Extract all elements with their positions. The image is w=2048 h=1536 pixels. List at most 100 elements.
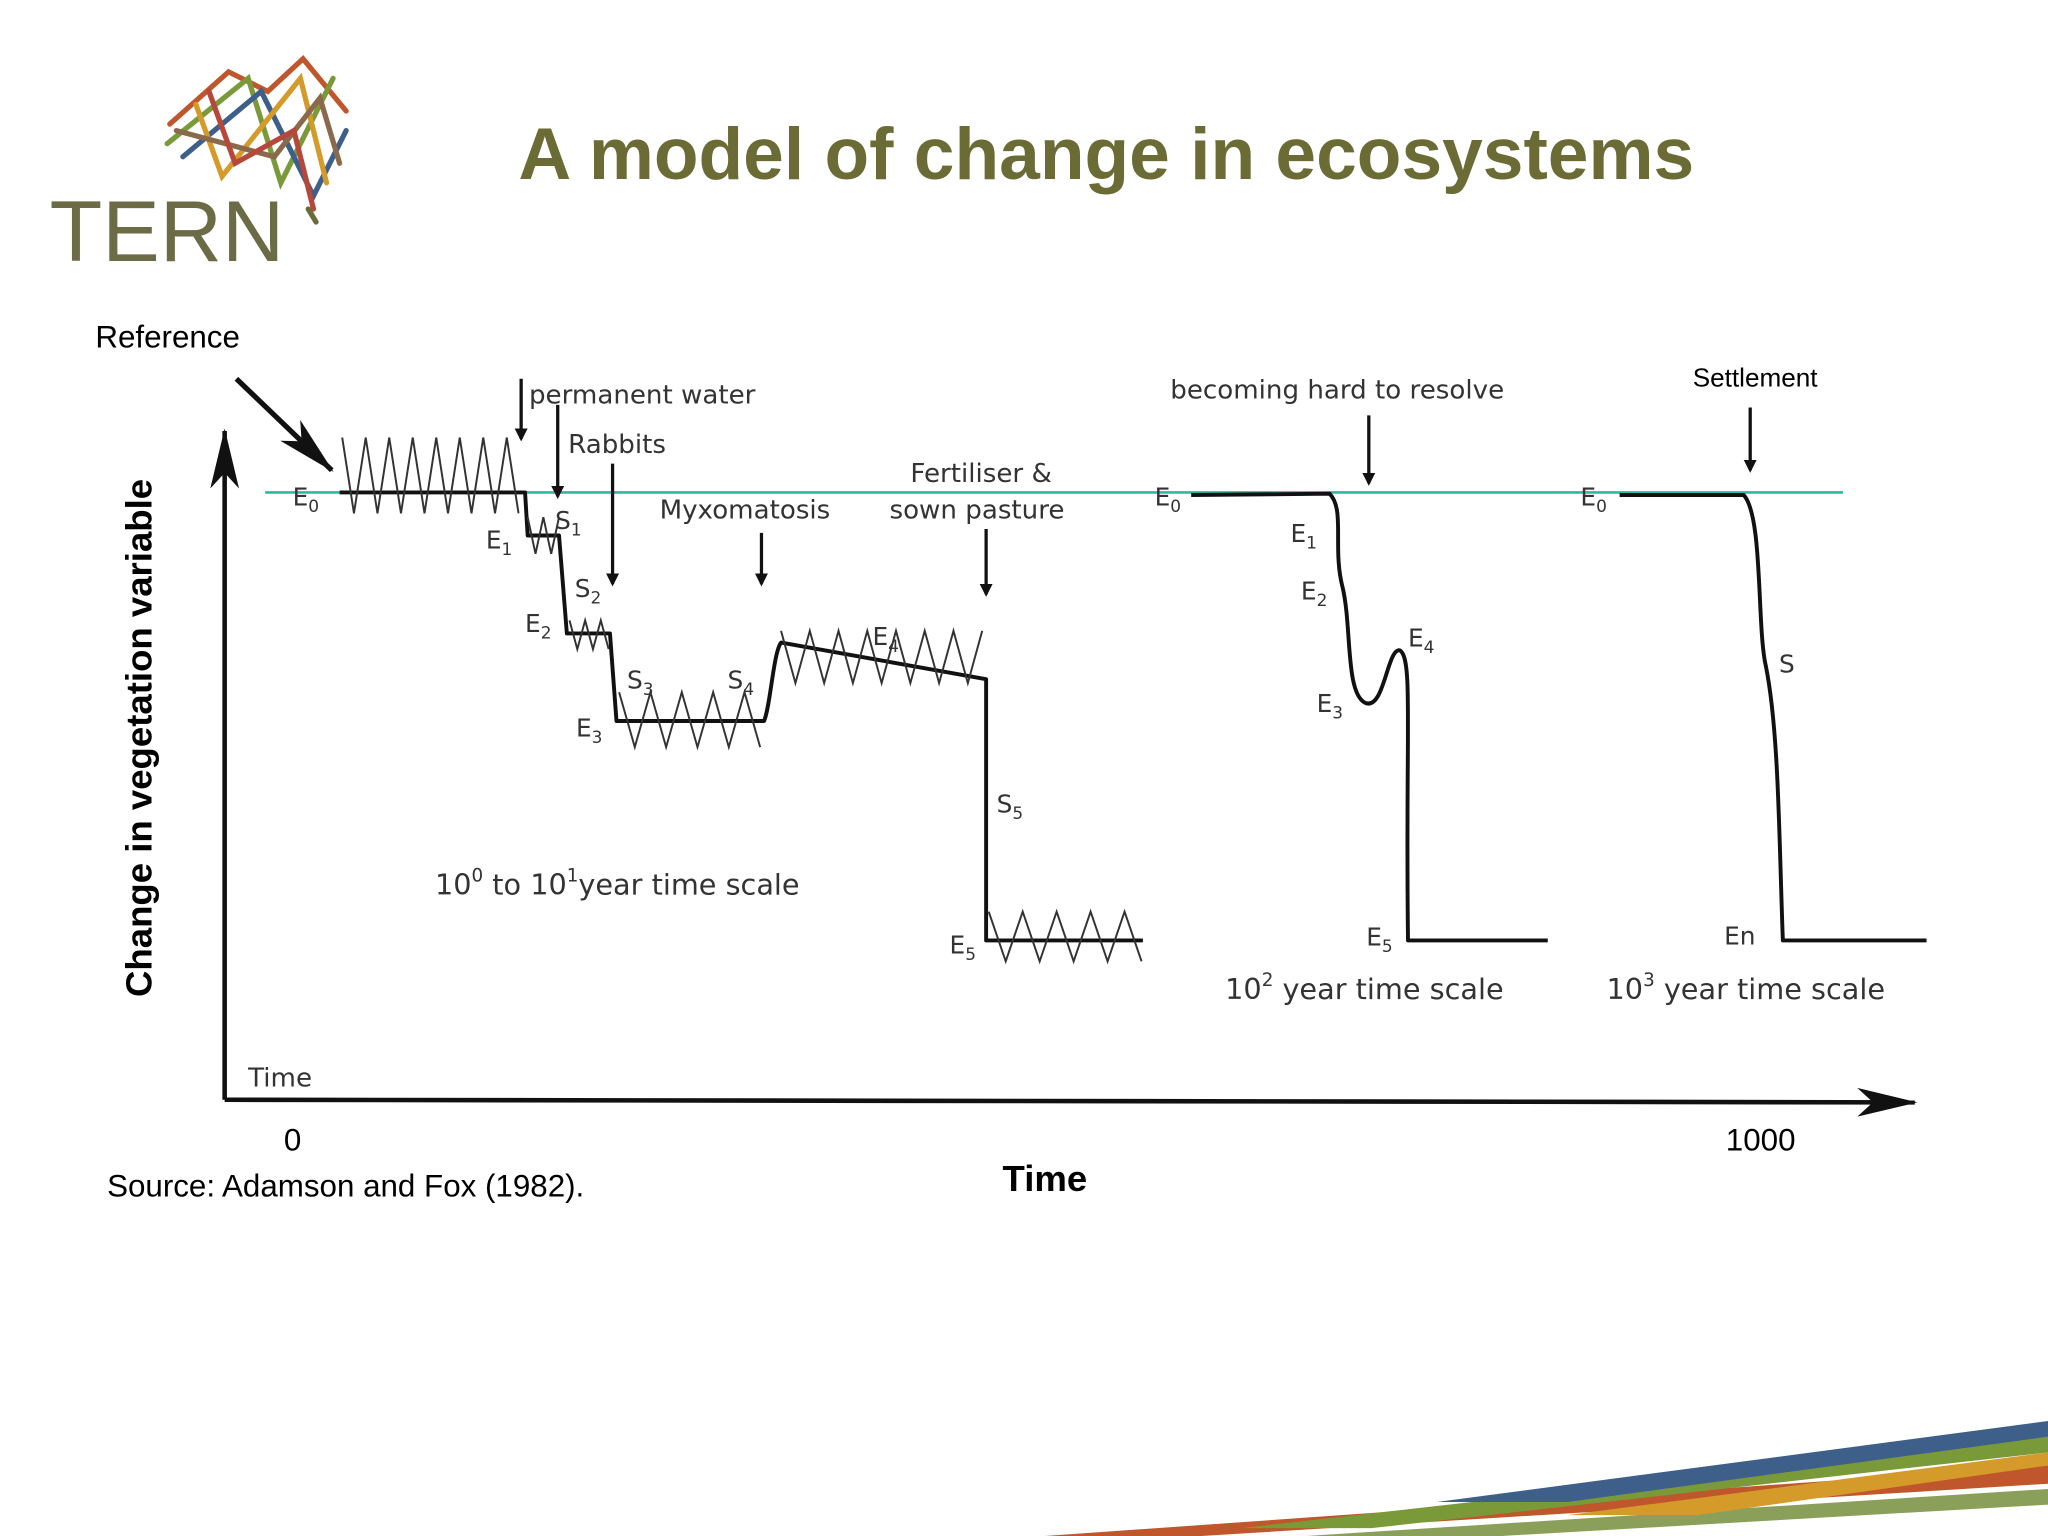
label-letter: S [575, 574, 591, 603]
source: Source: Adamson and Fox (1982). [107, 1168, 584, 1203]
fluctuation [618, 688, 762, 751]
curve-label: E1 [1290, 519, 1316, 554]
scale-exponent: 3 [1643, 970, 1655, 991]
x-end: 1000 [1726, 1123, 1796, 1158]
event-label: Fertiliser & [910, 459, 1051, 489]
curve-label: E0 [293, 482, 319, 517]
y-axis-label: Change in vegetation variable [119, 479, 160, 997]
event-label: Rabbits [568, 430, 666, 460]
label-letter: E [1366, 923, 1382, 952]
curve-label: E2 [1301, 577, 1327, 612]
label-sub: 0 [1170, 497, 1181, 517]
x-axis [224, 1087, 1918, 1117]
x-start: 0 [284, 1123, 301, 1158]
label-letter: E [486, 526, 502, 555]
label-letter: E [1408, 624, 1424, 653]
scale-text: 10 [1607, 972, 1644, 1006]
label-sub: 3 [1332, 703, 1343, 723]
curve-label: E3 [1317, 689, 1343, 724]
curve-label: S [1779, 650, 1795, 679]
label-letter: E [1301, 577, 1317, 606]
curve-century [1191, 491, 1548, 943]
event-label: sown pasture [889, 496, 1064, 526]
swoosh [1044, 1421, 2048, 1536]
label-sub: 2 [541, 624, 552, 644]
curve-label: E1 [486, 526, 512, 561]
scale-exponent: 2 [1262, 970, 1274, 991]
curve-label: E0 [1155, 482, 1181, 517]
fluctuations [341, 437, 1143, 965]
label-letter: En [1724, 921, 1755, 950]
event-arrows [514, 378, 1757, 597]
label-letter: E [872, 622, 888, 651]
reference-label: Reference [95, 319, 240, 354]
scale-exponent: 1 [567, 866, 579, 887]
label-letter: E [1580, 482, 1596, 511]
x-axis-label: Time [1003, 1158, 1088, 1199]
curve-label: E4 [1408, 624, 1434, 659]
curve-label: E3 [576, 714, 602, 749]
label-sub: 1 [1306, 534, 1317, 554]
label-letter: E [525, 609, 541, 638]
event-label: Myxomatosis [660, 496, 831, 526]
label-letter: E [950, 930, 966, 959]
logo-text: TERN [50, 184, 285, 280]
scale-text: year time scale [1655, 972, 1885, 1006]
label-letter: S [997, 789, 1013, 818]
label-letter: E [1155, 482, 1171, 511]
scale-caption: 103 year time scale [1607, 970, 1886, 1006]
event-label: Settlement [1693, 363, 1819, 393]
curve-label: E5 [950, 930, 976, 965]
title: A model of change in ecosystems [518, 114, 1694, 195]
label-sub: 1 [571, 521, 582, 541]
label-sub: 1 [502, 540, 513, 560]
reference-arrow [234, 376, 334, 473]
curve-label: S1 [555, 506, 582, 541]
curve-short [339, 490, 1143, 943]
curve-label: S4 [728, 665, 755, 700]
fluctuation [568, 616, 610, 653]
label-sub: 3 [592, 728, 603, 748]
label-sub: 0 [1596, 497, 1607, 517]
label-sub: 4 [1424, 638, 1435, 658]
label-letter: S [627, 665, 643, 694]
label-letter: S [728, 665, 744, 694]
label-sub: 2 [1317, 591, 1328, 611]
logo: TERN [50, 54, 349, 280]
event-label: permanent water [529, 381, 756, 411]
label-letter: E [1317, 689, 1333, 718]
scale-text: 10 [1225, 972, 1262, 1006]
fluctuation [780, 627, 984, 687]
event-label: becoming hard to resolve [1170, 375, 1504, 405]
curve-label: En [1724, 921, 1755, 950]
label-sub: 3 [643, 680, 654, 700]
label-sub: 4 [743, 680, 754, 700]
label-letter: E [576, 714, 592, 743]
curve-label: E2 [525, 609, 551, 644]
label-letter: E [293, 482, 309, 511]
scale-text: year time scale [1273, 972, 1503, 1006]
axis-corner-label: Time [247, 1064, 312, 1094]
fluctuation [341, 437, 520, 514]
curve-label: E4 [872, 622, 898, 657]
curve-label: S2 [575, 574, 602, 609]
fluctuation [526, 517, 560, 555]
label-sub: 5 [1012, 804, 1023, 824]
label-sub: 0 [308, 497, 319, 517]
curve-millennium [1619, 493, 1927, 943]
curve-label: S3 [627, 665, 654, 700]
label-letter: E [1290, 519, 1306, 548]
curve-label: E0 [1580, 482, 1606, 517]
scale-caption: 100 to 101year time scale [435, 866, 800, 902]
scale-text: 10 [435, 868, 472, 902]
fluctuation [987, 908, 1143, 965]
scale-text: to 10 [483, 868, 567, 902]
label-sub: 4 [888, 637, 899, 657]
label-sub: 5 [1382, 937, 1393, 957]
scale-exponent: 0 [471, 866, 483, 887]
label-letter: S [1779, 650, 1795, 679]
label-sub: 2 [590, 588, 601, 608]
